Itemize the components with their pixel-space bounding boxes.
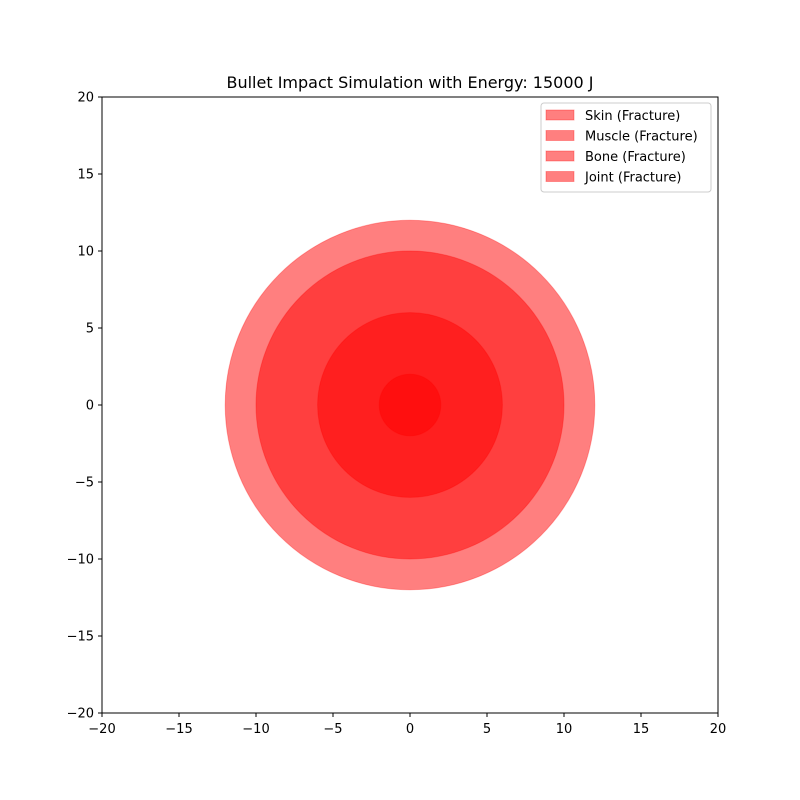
legend-label: Joint (Fracture) bbox=[584, 171, 681, 186]
x-tick-label: 20 bbox=[710, 722, 727, 737]
y-tick-label: −10 bbox=[67, 553, 94, 568]
impact-circles bbox=[224, 219, 596, 591]
legend: Skin (Fracture) Muscle (Fracture) Bone (Fr… bbox=[540, 102, 712, 193]
y-tick-label: 10 bbox=[77, 245, 94, 260]
legend-swatch bbox=[545, 150, 575, 162]
y-tick-label: 20 bbox=[77, 91, 94, 106]
x-tick-label: 15 bbox=[633, 722, 650, 737]
x-tick-label: −10 bbox=[242, 722, 269, 737]
x-tick-label: −15 bbox=[165, 722, 192, 737]
x-tick-label: −20 bbox=[88, 722, 115, 737]
circle-joint bbox=[378, 373, 442, 437]
y-tick-label: 0 bbox=[86, 399, 94, 414]
x-tick-label: −5 bbox=[323, 722, 342, 737]
x-tick-label: 5 bbox=[483, 722, 491, 737]
legend-swatch bbox=[545, 171, 575, 182]
legend-label: Muscle (Fracture) bbox=[585, 130, 698, 145]
legend-swatch bbox=[545, 109, 575, 121]
y-tick-label: −15 bbox=[67, 630, 94, 645]
chart-title: Bullet Impact Simulation with Energy: 15… bbox=[226, 73, 593, 92]
x-tick-label: 10 bbox=[556, 722, 573, 737]
legend-label: Bone (Fracture) bbox=[585, 150, 686, 165]
legend-swatch bbox=[545, 130, 575, 141]
y-tick-label: 15 bbox=[77, 168, 94, 183]
x-tick-label: 0 bbox=[406, 722, 414, 737]
legend-label: Skin (Fracture) bbox=[585, 109, 680, 124]
legend-box bbox=[540, 102, 712, 193]
y-tick-label: 5 bbox=[86, 322, 94, 337]
y-tick-label: −5 bbox=[75, 476, 94, 491]
y-tick-label: −20 bbox=[67, 707, 94, 722]
y-axis: −20 −15 −10 −5 0 5 10 15 20 bbox=[67, 91, 102, 722]
x-axis: −20 −15 −10 −5 0 5 10 15 20 bbox=[88, 713, 726, 737]
